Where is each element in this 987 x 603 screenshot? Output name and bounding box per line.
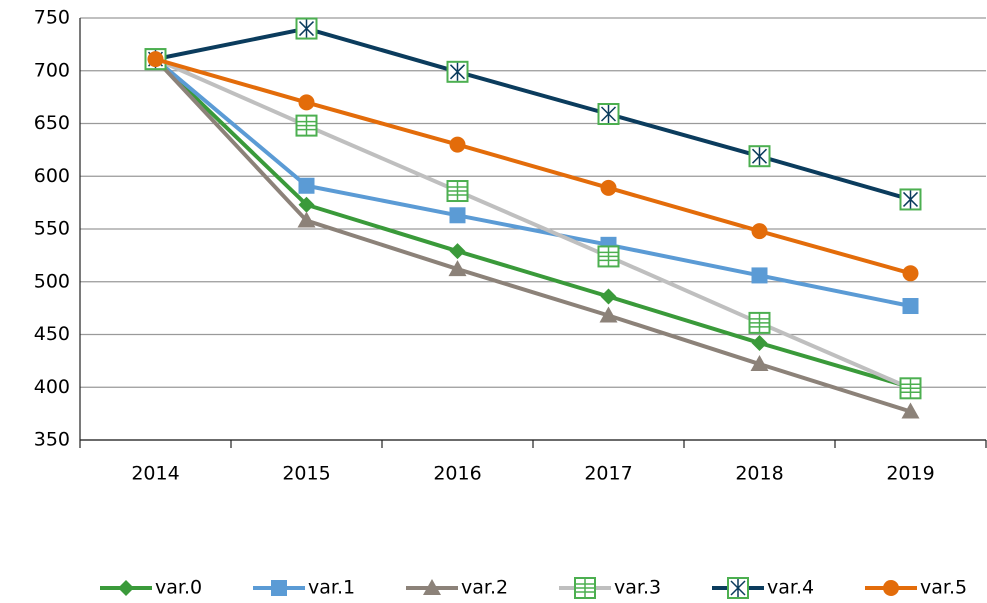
marker — [298, 196, 315, 213]
marker — [600, 179, 617, 196]
y-tick-label: 350 — [34, 429, 70, 451]
marker — [748, 145, 771, 168]
marker — [901, 402, 920, 419]
marker — [449, 136, 466, 153]
marker — [599, 306, 618, 323]
legend-label: var.3 — [614, 577, 661, 599]
marker-line — [600, 105, 617, 124]
marker — [449, 243, 466, 260]
legend-item: var.3 — [559, 577, 661, 599]
marker — [295, 114, 318, 137]
y-tick-label: 700 — [34, 59, 70, 81]
series-line — [154, 57, 912, 391]
marker — [574, 577, 596, 599]
marker — [751, 223, 768, 240]
marker — [298, 177, 315, 194]
marker — [295, 17, 318, 40]
marker-line — [730, 579, 746, 597]
marker-line — [751, 147, 768, 166]
marker — [751, 267, 768, 284]
y-tick-label: 400 — [34, 376, 70, 398]
marker — [297, 211, 316, 228]
marker — [727, 577, 749, 599]
legend-item: var.2 — [406, 577, 508, 599]
x-tick-label: 2014 — [131, 463, 179, 485]
marker-line — [902, 190, 919, 209]
marker — [899, 188, 922, 211]
legend-label: var.1 — [308, 577, 355, 599]
x-tick-label: 2017 — [584, 463, 632, 485]
series-line — [155, 26, 912, 202]
marker — [748, 311, 771, 334]
marker — [448, 260, 467, 277]
marker — [597, 103, 620, 126]
legend-label: var.4 — [767, 577, 814, 599]
marker — [298, 94, 315, 111]
legend-label: var.0 — [155, 577, 202, 599]
y-tick-label: 450 — [34, 323, 70, 345]
legend-item: var.1 — [253, 577, 355, 599]
series-line — [154, 57, 912, 276]
y-tick-label: 750 — [34, 7, 70, 29]
marker — [446, 180, 469, 203]
y-tick-label: 650 — [34, 112, 70, 134]
marker-line — [449, 62, 466, 81]
marker — [446, 60, 469, 83]
marker — [423, 579, 441, 595]
marker — [751, 334, 768, 351]
marker — [600, 288, 617, 305]
x-tick-label: 2019 — [886, 463, 934, 485]
y-tick-label: 500 — [34, 270, 70, 292]
marker — [449, 207, 466, 224]
legend-label: var.5 — [920, 577, 967, 599]
legend-item: var.5 — [865, 577, 967, 599]
marker — [271, 580, 287, 596]
y-tick-label: 550 — [34, 218, 70, 240]
x-tick-label: 2015 — [282, 463, 330, 485]
marker — [118, 580, 134, 596]
marker — [902, 265, 919, 282]
marker — [883, 580, 899, 596]
series-line — [154, 57, 912, 414]
y-tick-label: 600 — [34, 165, 70, 187]
legend-item: var.0 — [100, 577, 202, 599]
series-line — [154, 57, 911, 308]
marker — [597, 245, 620, 268]
marker — [902, 298, 919, 315]
legend-item: var.4 — [712, 577, 814, 599]
series-line — [154, 57, 912, 390]
x-tick-label: 2018 — [735, 463, 783, 485]
marker-line — [298, 19, 315, 38]
legend-label: var.2 — [461, 577, 508, 599]
marker — [899, 377, 922, 400]
marker — [750, 355, 769, 372]
x-tick-label: 2016 — [433, 463, 481, 485]
marker — [147, 51, 164, 68]
